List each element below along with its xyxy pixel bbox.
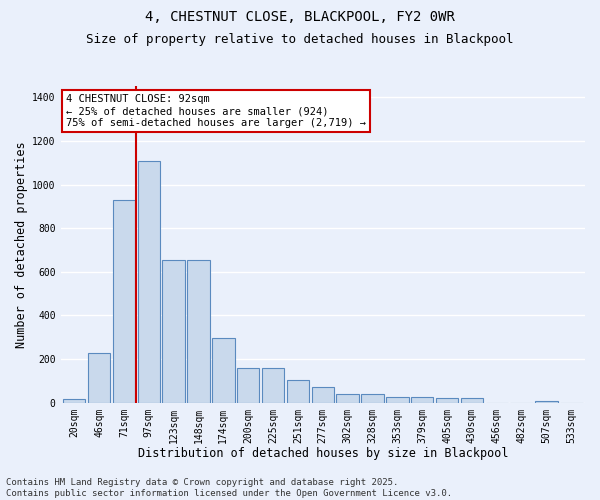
- X-axis label: Distribution of detached houses by size in Blackpool: Distribution of detached houses by size …: [137, 447, 508, 460]
- Bar: [311, 388, 334, 402]
- Bar: [361, 394, 383, 402]
- Bar: [337, 394, 359, 402]
- Bar: [113, 200, 135, 402]
- Text: 4 CHESTNUT CLOSE: 92sqm
← 25% of detached houses are smaller (924)
75% of semi-d: 4 CHESTNUT CLOSE: 92sqm ← 25% of detache…: [66, 94, 366, 128]
- Bar: [187, 260, 209, 402]
- Bar: [436, 398, 458, 402]
- Bar: [63, 400, 85, 402]
- Text: Contains HM Land Registry data © Crown copyright and database right 2025.
Contai: Contains HM Land Registry data © Crown c…: [6, 478, 452, 498]
- Bar: [411, 398, 433, 402]
- Text: Size of property relative to detached houses in Blackpool: Size of property relative to detached ho…: [86, 32, 514, 46]
- Bar: [163, 260, 185, 402]
- Bar: [137, 160, 160, 402]
- Text: 4, CHESTNUT CLOSE, BLACKPOOL, FY2 0WR: 4, CHESTNUT CLOSE, BLACKPOOL, FY2 0WR: [145, 10, 455, 24]
- Bar: [212, 338, 235, 402]
- Bar: [287, 380, 309, 402]
- Bar: [535, 400, 557, 402]
- Bar: [237, 368, 259, 402]
- Bar: [88, 352, 110, 403]
- Bar: [461, 398, 483, 402]
- Bar: [386, 398, 409, 402]
- Y-axis label: Number of detached properties: Number of detached properties: [15, 142, 28, 348]
- Bar: [262, 368, 284, 402]
